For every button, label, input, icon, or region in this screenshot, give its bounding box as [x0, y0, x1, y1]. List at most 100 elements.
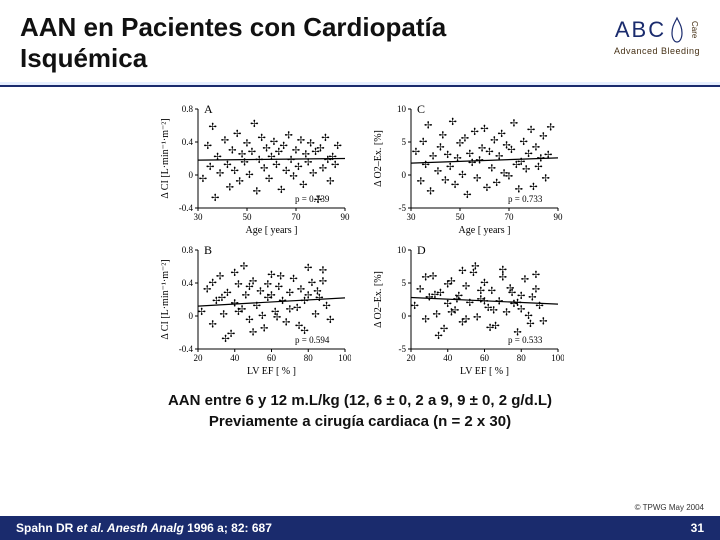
- svg-text:✢: ✢: [447, 308, 455, 319]
- svg-text:✢: ✢: [507, 145, 515, 156]
- svg-text:✢: ✢: [471, 127, 479, 138]
- svg-text:✢: ✢: [211, 193, 219, 204]
- svg-text:✢: ✢: [527, 125, 535, 136]
- svg-text:✢: ✢: [311, 310, 319, 321]
- svg-text:100: 100: [338, 353, 351, 363]
- svg-text:✢: ✢: [226, 183, 234, 194]
- svg-text:✢: ✢: [235, 177, 243, 188]
- chart-area: -0.400.40.830507090Age [ years ]Δ CI [L·…: [0, 87, 720, 385]
- svg-text:✢: ✢: [546, 123, 554, 134]
- svg-text:✢: ✢: [264, 280, 272, 291]
- svg-text:✢: ✢: [209, 278, 217, 289]
- svg-text:✢: ✢: [429, 272, 437, 283]
- svg-text:0: 0: [402, 170, 407, 180]
- page-title: AAN en Pacientes con Cardiopatía Isquémi…: [20, 12, 540, 74]
- svg-text:✢: ✢: [458, 266, 466, 277]
- svg-text:✢: ✢: [289, 172, 297, 183]
- svg-text:✢: ✢: [463, 190, 471, 201]
- svg-text:✢: ✢: [233, 129, 241, 140]
- caption: AAN entre 6 y 12 m.L/kg (12, 6 ± 0, 2 a …: [0, 385, 720, 436]
- svg-text:✢: ✢: [453, 154, 461, 165]
- svg-text:✢: ✢: [300, 297, 308, 308]
- svg-text:✢: ✢: [462, 315, 470, 326]
- svg-text:✢: ✢: [462, 282, 470, 293]
- svg-text:✢: ✢: [417, 177, 425, 188]
- svg-text:0: 0: [189, 170, 194, 180]
- svg-text:✢: ✢: [444, 151, 452, 162]
- svg-text:✢: ✢: [218, 293, 226, 304]
- svg-text:LV EF [ % ]: LV EF [ % ]: [460, 366, 509, 377]
- svg-text:✢: ✢: [209, 320, 217, 331]
- svg-text:✢: ✢: [461, 134, 469, 145]
- svg-text:0: 0: [189, 311, 194, 321]
- svg-text:✢: ✢: [331, 160, 339, 171]
- svg-text:✢: ✢: [321, 133, 329, 144]
- svg-text:✢: ✢: [495, 152, 503, 163]
- svg-text:✢: ✢: [209, 123, 217, 134]
- ref-suffix: 1996 a; 82: 687: [187, 521, 272, 535]
- svg-text:Δ O2–Ex. [%]: Δ O2–Ex. [%]: [373, 272, 384, 329]
- svg-text:✢: ✢: [526, 319, 534, 330]
- svg-text:✢: ✢: [473, 174, 481, 185]
- svg-text:✢: ✢: [273, 313, 281, 324]
- svg-text:✢: ✢: [544, 151, 552, 162]
- svg-text:✢: ✢: [488, 164, 496, 175]
- header: AAN en Pacientes con Cardiopatía Isquémi…: [0, 0, 720, 82]
- ref-prefix: Spahn DR: [16, 521, 77, 535]
- svg-text:✢: ✢: [292, 146, 300, 157]
- svg-text:✢: ✢: [326, 316, 334, 327]
- svg-text:Age [ years ]: Age [ years ]: [459, 225, 511, 236]
- svg-text:0.4: 0.4: [182, 137, 194, 147]
- svg-text:✢: ✢: [245, 283, 253, 294]
- svg-text:✢: ✢: [448, 118, 456, 129]
- svg-text:5: 5: [402, 278, 407, 288]
- panel-b: -0.400.40.820406080100LV EF [ % ]Δ CI [L…: [156, 242, 351, 377]
- svg-text:✢: ✢: [433, 310, 441, 321]
- svg-text:✢: ✢: [245, 316, 253, 327]
- panel-d: -5051020406080100LV EF [ % ]Δ O2–Ex. [%]…: [369, 242, 564, 377]
- svg-text:✢: ✢: [286, 305, 294, 316]
- svg-text:C: C: [417, 102, 425, 116]
- svg-text:✢: ✢: [275, 283, 283, 294]
- svg-text:✢: ✢: [220, 310, 228, 321]
- copyright: © TPWG May 2004: [635, 503, 704, 512]
- svg-text:✢: ✢: [284, 131, 292, 142]
- svg-text:✢: ✢: [333, 142, 341, 153]
- svg-text:✢: ✢: [297, 136, 305, 147]
- svg-text:Age [ years ]: Age [ years ]: [246, 225, 298, 236]
- svg-text:✢: ✢: [532, 143, 540, 154]
- svg-text:✢: ✢: [416, 285, 424, 296]
- svg-text:✢: ✢: [542, 174, 550, 185]
- svg-text:✢: ✢: [322, 301, 330, 312]
- logo-care: Care: [690, 21, 699, 38]
- svg-text:80: 80: [304, 353, 314, 363]
- svg-text:✢: ✢: [510, 119, 518, 130]
- svg-text:p = 0.739: p = 0.739: [295, 194, 330, 204]
- ref-italic: et al. Anesth Analg: [77, 521, 187, 535]
- svg-text:✢: ✢: [412, 147, 420, 158]
- svg-text:✢: ✢: [434, 331, 442, 342]
- svg-text:50: 50: [456, 212, 466, 222]
- svg-text:✢: ✢: [529, 182, 537, 193]
- svg-text:✢: ✢: [422, 315, 430, 326]
- svg-text:10: 10: [397, 104, 407, 114]
- svg-text:✢: ✢: [249, 328, 257, 339]
- svg-text:✢: ✢: [309, 169, 317, 180]
- svg-text:✢: ✢: [522, 165, 530, 176]
- svg-text:✢: ✢: [410, 301, 418, 312]
- svg-text:✢: ✢: [304, 264, 312, 275]
- svg-text:✢: ✢: [497, 129, 505, 140]
- svg-text:90: 90: [554, 212, 564, 222]
- svg-text:✢: ✢: [299, 180, 307, 191]
- svg-text:30: 30: [194, 212, 204, 222]
- svg-text:✢: ✢: [289, 274, 297, 285]
- svg-text:✢: ✢: [199, 175, 207, 186]
- svg-text:✢: ✢: [441, 176, 449, 187]
- svg-text:A: A: [204, 102, 213, 116]
- svg-text:✢: ✢: [480, 297, 488, 308]
- page-number: 31: [691, 521, 704, 535]
- svg-text:✢: ✢: [532, 270, 540, 281]
- svg-text:✢: ✢: [206, 162, 214, 173]
- svg-text:✢: ✢: [521, 275, 529, 286]
- svg-text:✢: ✢: [419, 137, 427, 148]
